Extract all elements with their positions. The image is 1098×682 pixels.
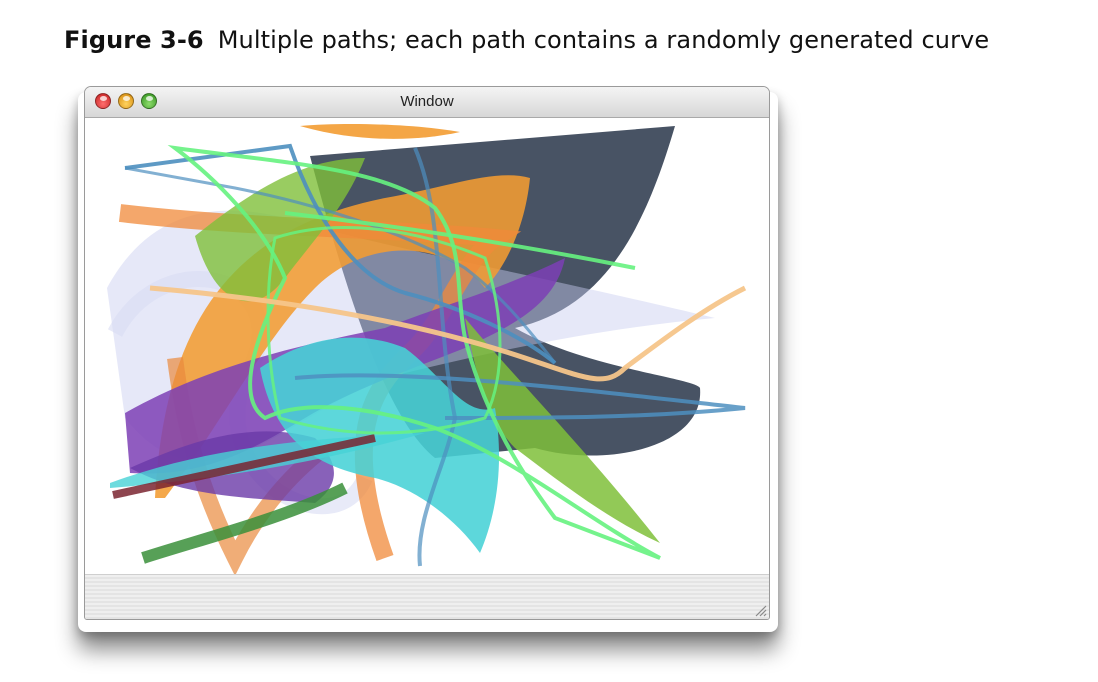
figure-number: Figure 3-6 xyxy=(64,26,204,54)
steelblue-long-path xyxy=(294,373,746,420)
figure-caption-text: Multiple paths; each path contains a ran… xyxy=(217,26,990,54)
maroon-stroke-path xyxy=(112,434,376,499)
close-icon[interactable] xyxy=(95,93,111,109)
drawing-canvas xyxy=(85,118,769,575)
green-wedge-path xyxy=(465,318,660,543)
lime-rect-path xyxy=(266,226,502,435)
resize-grip-icon[interactable] xyxy=(753,603,767,617)
green-leaf-path xyxy=(195,158,365,302)
random-paths-drawing xyxy=(107,124,747,575)
zoom-icon[interactable] xyxy=(141,93,157,109)
title-bar[interactable]: Window xyxy=(85,87,769,118)
steelblue-line-path xyxy=(124,143,557,365)
steelblue-line-2-path xyxy=(124,166,557,364)
orange-top-path xyxy=(300,124,460,139)
figure-caption: Figure 3-6 Multiple paths; each path cont… xyxy=(64,26,989,54)
window-title: Window xyxy=(400,93,454,110)
darkgreen-stroke-path xyxy=(141,482,348,564)
window-controls xyxy=(95,93,157,109)
cyan-curve-path xyxy=(260,337,500,553)
minimize-icon[interactable] xyxy=(118,93,134,109)
orange-ribbon-path xyxy=(155,175,530,498)
steelblue-drop-path xyxy=(413,147,458,567)
lime-line-path xyxy=(284,211,636,270)
window-footer xyxy=(85,574,769,619)
peach-line-path xyxy=(149,285,747,382)
app-window: Window xyxy=(84,86,770,620)
